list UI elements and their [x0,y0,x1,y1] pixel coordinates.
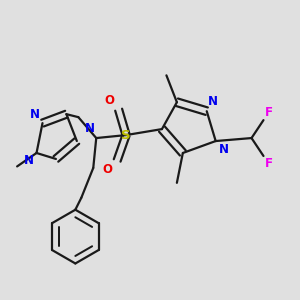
Text: S: S [121,129,131,142]
Text: O: O [104,94,114,107]
Text: N: N [29,108,40,121]
Text: N: N [219,142,229,155]
Text: N: N [208,95,218,108]
Text: N: N [85,122,95,135]
Text: N: N [23,154,34,167]
Text: F: F [265,158,273,170]
Text: F: F [265,106,273,118]
Text: O: O [103,164,113,176]
